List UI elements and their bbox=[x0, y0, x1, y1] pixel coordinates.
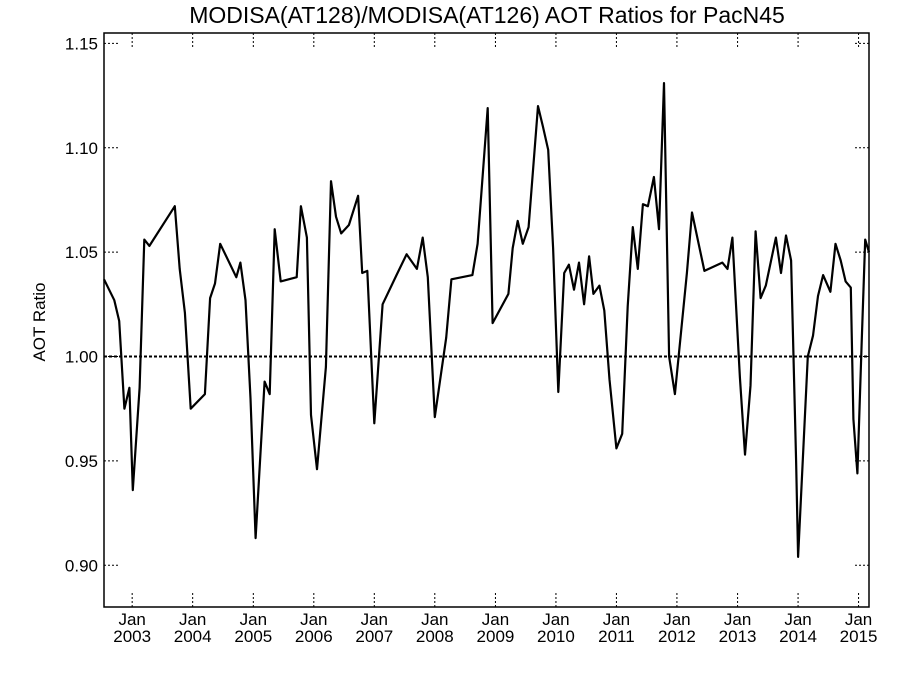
x-tick-year-label: 2007 bbox=[355, 627, 393, 646]
x-tick-year-label: 2009 bbox=[477, 627, 515, 646]
x-tick-month-label: Jan bbox=[845, 610, 872, 629]
x-tick-year-label: 2003 bbox=[113, 627, 151, 646]
x-tick-month-label: Jan bbox=[663, 610, 690, 629]
x-tick-year-label: 2013 bbox=[719, 627, 757, 646]
y-axis-label: AOT Ratio bbox=[30, 282, 49, 361]
x-tick-year-label: 2011 bbox=[598, 627, 635, 646]
y-tick-label: 0.95 bbox=[65, 452, 98, 471]
x-tick-year-label: 2014 bbox=[779, 627, 817, 646]
x-tick-year-label: 2005 bbox=[234, 627, 272, 646]
x-tick-year-label: 2010 bbox=[537, 627, 575, 646]
x-tick-month-label: Jan bbox=[482, 610, 509, 629]
x-tick-month-label: Jan bbox=[784, 610, 811, 629]
x-tick-year-label: 2006 bbox=[295, 627, 333, 646]
x-tick-year-label: 2015 bbox=[840, 627, 878, 646]
x-tick-month-label: Jan bbox=[240, 610, 267, 629]
chart-title: MODISA(AT128)/MODISA(AT126) AOT Ratios f… bbox=[189, 2, 785, 28]
y-axis: 0.90 0.95 1.00 1.05 1.10 1.15 bbox=[65, 34, 869, 575]
series-line bbox=[103, 82, 871, 558]
x-tick-month-label: Jan bbox=[361, 610, 388, 629]
plot-frame bbox=[103, 32, 870, 608]
x-tick-month-label: Jan bbox=[724, 610, 751, 629]
x-tick-month-label: Jan bbox=[179, 610, 206, 629]
x-tick-month-label: Jan bbox=[118, 610, 145, 629]
x-tick-month-label: Jan bbox=[300, 610, 327, 629]
x-tick-month-label: Jan bbox=[603, 610, 630, 629]
y-tick-label: 1.15 bbox=[65, 34, 98, 53]
x-tick-month-label: Jan bbox=[421, 610, 448, 629]
x-tick-year-label: 2012 bbox=[658, 627, 696, 646]
x-axis: Jan2003Jan2004Jan2005Jan2006Jan2007Jan20… bbox=[113, 33, 877, 646]
y-tick-label: 1.10 bbox=[65, 139, 98, 158]
x-tick-year-label: 2004 bbox=[174, 627, 212, 646]
y-tick-label: 1.00 bbox=[65, 348, 98, 367]
x-tick-month-label: Jan bbox=[542, 610, 569, 629]
y-tick-label: 1.05 bbox=[65, 243, 98, 262]
y-tick-label: 0.90 bbox=[65, 556, 98, 575]
x-tick-year-label: 2008 bbox=[416, 627, 454, 646]
